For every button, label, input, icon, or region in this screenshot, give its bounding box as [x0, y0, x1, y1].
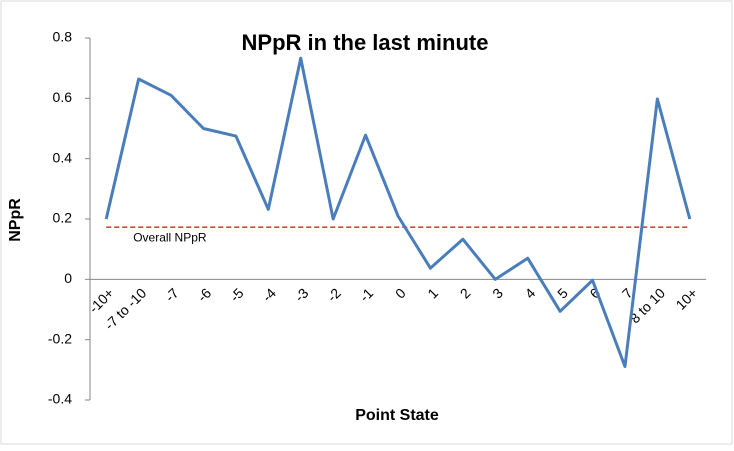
y-tick-label: 0.2 — [53, 210, 73, 226]
y-tick-label: 0.6 — [53, 89, 73, 105]
y-tick-label: 0 — [64, 270, 72, 286]
reference-label: Overall NPpR — [133, 230, 207, 244]
y-axis-label: NPpR — [7, 198, 24, 242]
data-line — [104, 56, 692, 369]
y-tick-label: -0.4 — [48, 391, 72, 407]
y-tick-label: 0.8 — [53, 29, 73, 45]
chart-title: NPpR in the last minute — [242, 30, 489, 55]
y-tick-label: -0.2 — [48, 330, 72, 346]
y-tick-label: 0.4 — [53, 149, 73, 165]
x-axis-label: Point State — [355, 407, 439, 424]
